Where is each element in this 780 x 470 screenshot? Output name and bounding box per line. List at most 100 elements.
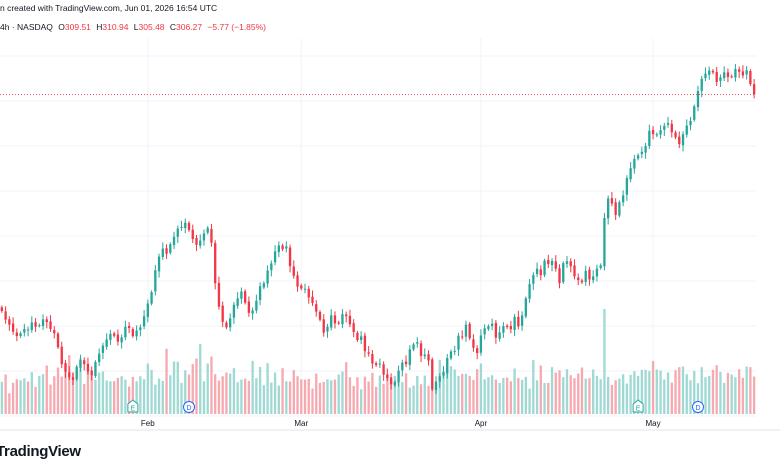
candle-body xyxy=(502,326,505,333)
candle-body xyxy=(618,202,621,216)
candle-body xyxy=(419,343,423,356)
volume-bar xyxy=(98,372,101,414)
candle-body xyxy=(453,350,456,352)
volume-bar xyxy=(636,375,640,414)
candle-body xyxy=(75,366,78,380)
volume-bar xyxy=(520,379,524,414)
low-value: 305.48 xyxy=(138,22,165,32)
candle-body xyxy=(367,352,370,354)
candle-body xyxy=(135,330,138,337)
volume-bar xyxy=(378,375,382,414)
volume-bar xyxy=(270,382,273,414)
candle-body xyxy=(610,198,614,204)
candle-body xyxy=(595,268,599,277)
volume-bar xyxy=(494,379,498,414)
candle-body xyxy=(150,292,153,304)
volume-bar xyxy=(374,386,378,414)
volume-bar xyxy=(404,373,408,414)
volume-bar xyxy=(330,380,333,414)
volume-bar xyxy=(157,378,161,414)
candle-body xyxy=(19,333,22,337)
candle-body xyxy=(730,76,733,78)
volume-bar xyxy=(311,388,314,414)
volume-bar xyxy=(356,377,359,414)
volume-bar xyxy=(348,377,352,414)
candle-body xyxy=(539,269,542,276)
volume-bar xyxy=(225,372,228,414)
volume-bar xyxy=(416,375,419,414)
open-value: 309.51 xyxy=(64,22,91,32)
candle-body xyxy=(157,256,161,272)
candle-body xyxy=(34,322,37,327)
candle-body xyxy=(165,248,168,254)
high-label: H xyxy=(96,22,103,32)
candle-body xyxy=(53,330,56,334)
chart-footer: TradingView xyxy=(0,430,780,470)
volume-bar xyxy=(704,377,707,414)
volume-bar xyxy=(176,361,179,414)
candle-body xyxy=(404,361,408,365)
volume-bar xyxy=(214,374,217,414)
candle-body xyxy=(176,228,179,237)
volume-bar xyxy=(562,377,565,414)
candle-body xyxy=(94,362,97,377)
volume-bar xyxy=(83,383,86,414)
candle-body xyxy=(191,229,194,239)
volume-bar xyxy=(303,379,307,414)
candle-body xyxy=(330,315,333,328)
candle-body xyxy=(120,337,123,343)
volume-bar xyxy=(468,375,471,414)
candle-body xyxy=(543,260,546,276)
candle-body xyxy=(412,344,415,350)
volume-bar xyxy=(359,389,363,414)
volume-bar xyxy=(509,381,513,414)
volume-bar xyxy=(655,369,658,414)
candle-body xyxy=(670,123,673,133)
candle-body xyxy=(603,217,606,267)
candle-body xyxy=(127,326,131,329)
candle-body xyxy=(296,275,299,287)
candle-body xyxy=(217,282,221,307)
volume-bar xyxy=(427,385,430,414)
volume-bar xyxy=(532,360,535,414)
candle-body xyxy=(68,372,71,378)
volume-bar xyxy=(382,383,385,414)
candle-body xyxy=(180,226,183,228)
volume-bar xyxy=(442,371,445,414)
candle-body xyxy=(371,354,374,364)
event-glyph: E xyxy=(131,406,136,413)
candle-body xyxy=(64,363,67,372)
candle-body xyxy=(580,280,584,283)
candle-body xyxy=(528,284,531,299)
candle-body xyxy=(49,321,52,329)
candle-body xyxy=(562,263,565,283)
volume-bar xyxy=(490,375,494,414)
candle-body xyxy=(60,346,63,365)
volume-bar xyxy=(565,369,569,414)
candle-body xyxy=(416,342,419,344)
volume-bar xyxy=(708,375,711,414)
candle-body xyxy=(513,316,516,330)
volume-bar xyxy=(592,369,595,414)
volume-bar xyxy=(184,370,187,414)
volume-bar xyxy=(94,379,97,414)
volume-bar xyxy=(513,368,516,414)
candle-body xyxy=(401,362,404,371)
volume-bar xyxy=(367,381,370,414)
candle-body xyxy=(311,296,314,303)
candle-body xyxy=(30,322,33,330)
volume-bar xyxy=(120,376,123,414)
candle-body xyxy=(438,376,441,382)
candle-body xyxy=(202,233,206,241)
volume-bar xyxy=(412,385,415,414)
candle-body xyxy=(726,72,730,78)
volume-bar xyxy=(131,376,135,414)
candle-body xyxy=(681,134,685,146)
candle-body xyxy=(11,323,15,332)
volume-bar xyxy=(251,360,254,414)
tradingview-logo[interactable]: TradingView xyxy=(0,443,81,460)
volume-bar xyxy=(180,382,183,414)
volume-bar xyxy=(476,369,479,414)
earnings-icon xyxy=(127,399,139,413)
